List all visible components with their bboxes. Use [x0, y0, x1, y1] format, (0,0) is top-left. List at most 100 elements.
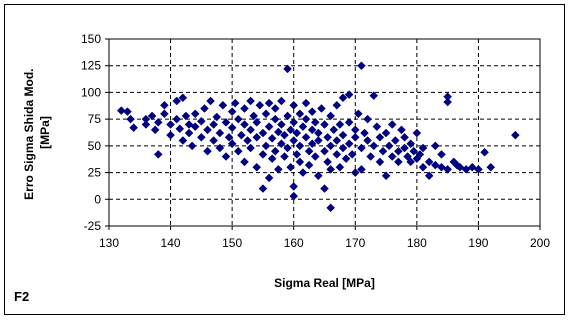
data-point: [215, 143, 225, 153]
data-point: [357, 143, 366, 153]
y-tick-label: 75: [88, 112, 102, 126]
data-point: [261, 141, 271, 151]
data-point: [338, 130, 348, 140]
data-point: [329, 125, 339, 135]
data-point: [264, 122, 274, 131]
data-point: [273, 127, 283, 137]
data-point: [224, 132, 234, 142]
points-layer: [116, 61, 520, 213]
data-point: [403, 152, 412, 161]
data-point: [292, 128, 302, 138]
data-point: [258, 128, 268, 138]
data-point: [246, 96, 255, 106]
data-point: [237, 130, 246, 140]
data-point: [150, 125, 160, 135]
data-point: [326, 141, 336, 151]
data-point: [332, 100, 342, 110]
tick-layer: 130 140 150 160 170 180 190 200 -25 0 25 50 75 100 125…: [81, 32, 550, 250]
data-point: [400, 143, 409, 153]
data-point: [240, 104, 249, 113]
data-point: [323, 132, 332, 142]
data-point: [252, 162, 262, 172]
data-point: [283, 64, 292, 74]
data-point: [369, 91, 379, 100]
data-point: [344, 139, 354, 149]
y-tick-label: 0: [94, 192, 101, 206]
y-axis-title-line2: [MPa]: [38, 116, 52, 149]
data-point: [160, 109, 169, 119]
data-point: [357, 61, 366, 71]
data-point: [344, 117, 354, 127]
data-point: [332, 136, 342, 145]
data-point: [243, 136, 252, 145]
data-point: [166, 130, 175, 140]
data-point: [347, 150, 357, 159]
data-point: [375, 132, 385, 142]
data-point: [397, 125, 406, 135]
data-point: [141, 120, 151, 129]
data-point: [129, 123, 138, 133]
data-point: [511, 130, 520, 140]
data-point: [326, 111, 336, 121]
data-point: [209, 120, 219, 129]
data-point: [400, 132, 409, 142]
x-tick-label: 140: [161, 236, 181, 250]
data-point: [338, 143, 348, 153]
data-point: [301, 114, 311, 124]
data-point: [295, 157, 305, 167]
data-point: [313, 136, 323, 145]
data-point: [221, 152, 231, 161]
data-point: [181, 111, 191, 121]
data-point: [350, 132, 360, 142]
y-tick-label: 50: [88, 139, 102, 153]
y-axis-title-line1: Erro Sigma Shida Mod.: [22, 68, 36, 199]
data-point: [313, 171, 323, 181]
data-point: [175, 124, 185, 134]
data-point: [378, 146, 388, 156]
data-point: [387, 152, 397, 161]
data-point: [267, 134, 277, 143]
data-point: [252, 117, 262, 127]
data-point: [126, 114, 135, 124]
data-point: [326, 203, 336, 213]
data-point: [344, 90, 354, 99]
data-point: [267, 154, 277, 164]
data-point: [363, 114, 372, 124]
data-point: [246, 143, 255, 153]
data-point: [360, 128, 369, 138]
data-point: [301, 132, 311, 142]
data-point: [298, 122, 308, 131]
data-point: [350, 168, 360, 177]
x-axis-title: Sigma Real [MPa]: [274, 276, 375, 290]
data-point: [197, 116, 206, 126]
data-point: [286, 125, 295, 135]
data-point: [212, 112, 222, 122]
data-point: [209, 136, 219, 145]
data-point: [270, 146, 280, 156]
data-point: [301, 98, 311, 108]
data-point: [310, 152, 320, 161]
x-tick-label: 160: [284, 236, 304, 250]
grid-layer: [109, 39, 540, 226]
data-point: [261, 109, 271, 119]
data-point: [246, 125, 255, 135]
data-point: [350, 125, 360, 135]
data-point: [486, 162, 496, 172]
data-point: [298, 168, 308, 177]
data-point: [172, 96, 182, 106]
data-point: [412, 128, 422, 138]
x-tick-label: 200: [530, 236, 550, 250]
data-point: [264, 173, 274, 183]
y-tick-label: -25: [84, 219, 102, 233]
data-point: [381, 171, 391, 181]
data-point: [424, 171, 434, 181]
y-axis-title: Erro Sigma Shida Mod. [MPa]: [22, 65, 52, 200]
data-point: [437, 150, 446, 159]
data-point: [289, 182, 299, 191]
data-point: [289, 136, 299, 145]
y-tick-label: 100: [81, 85, 101, 99]
data-point: [418, 143, 428, 153]
data-point: [227, 139, 237, 149]
data-point: [203, 146, 212, 156]
data-point: [289, 191, 299, 201]
